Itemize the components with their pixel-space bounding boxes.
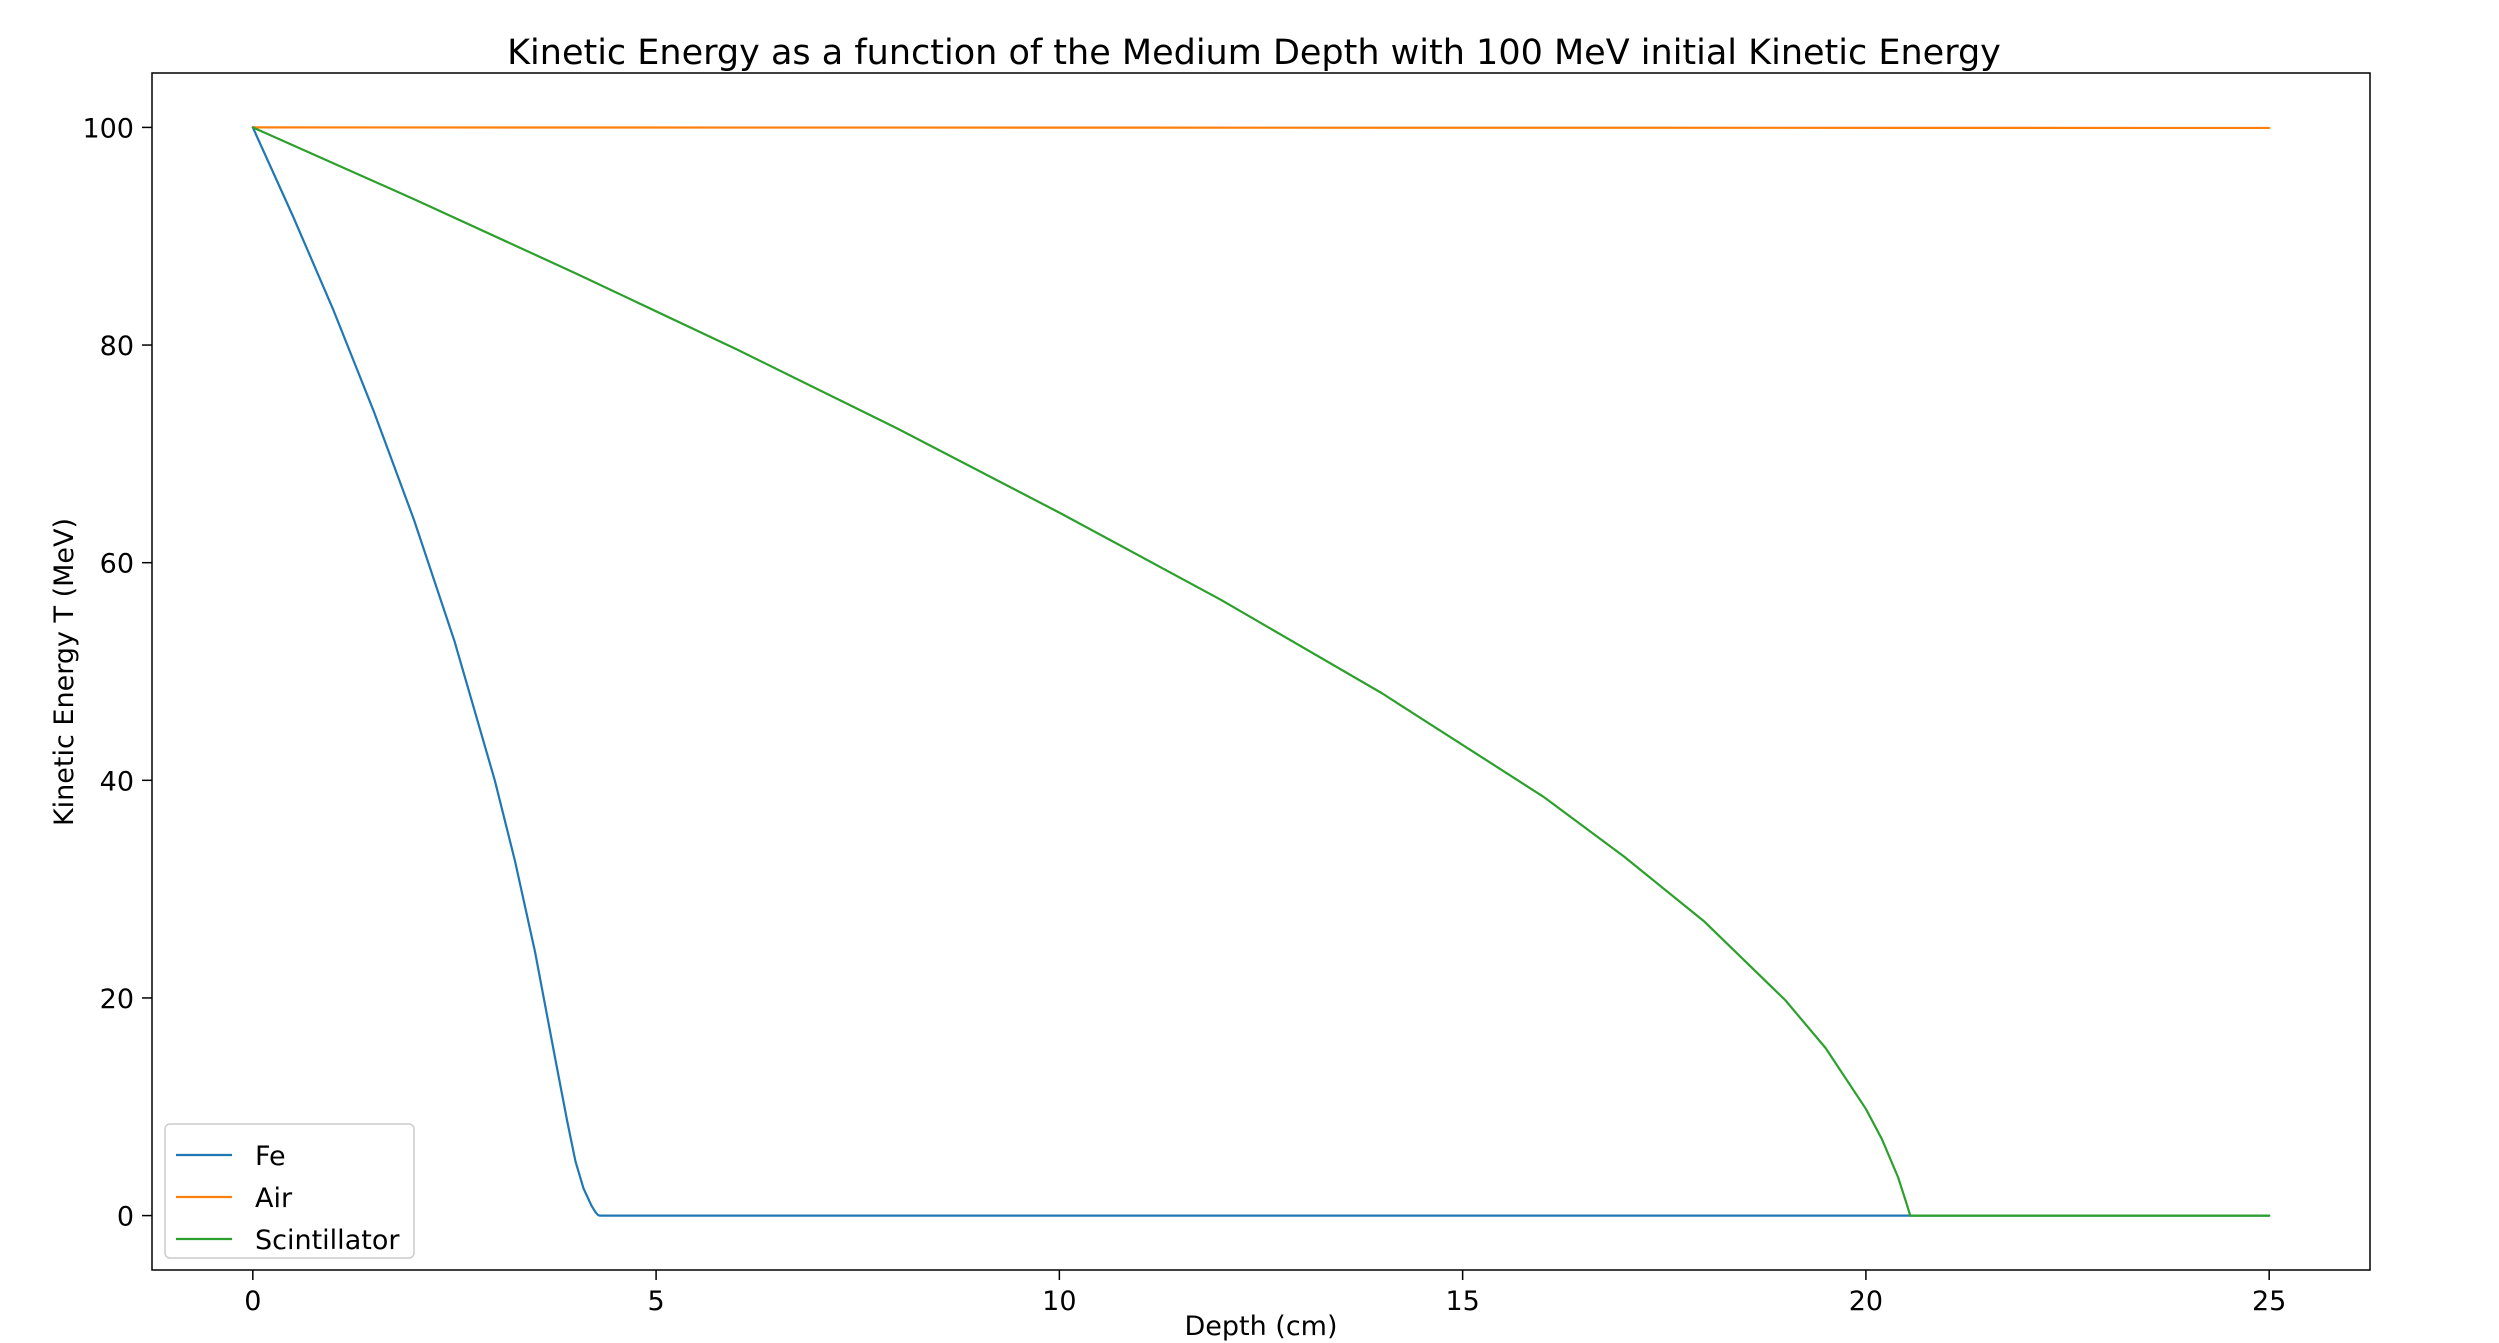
legend-label-scintillator: Scintillator xyxy=(255,1225,400,1256)
plot-frame xyxy=(151,72,2371,1271)
series-line-fe xyxy=(251,126,2271,1217)
legend: Fe Air Scintillator xyxy=(164,1123,415,1259)
x-axis: 0 5 10 15 20 25 xyxy=(244,1270,2286,1317)
y-tick-label: 20 xyxy=(100,984,134,1015)
y-tick-label: 40 xyxy=(100,766,134,797)
y-tick-label: 0 xyxy=(117,1202,134,1233)
x-tick-label: 10 xyxy=(1042,1286,1076,1317)
y-tick-label: 100 xyxy=(82,113,134,144)
series-line-scintillator xyxy=(251,126,2271,1217)
x-tick-label: 20 xyxy=(1849,1286,1883,1317)
x-tick-label: 0 xyxy=(244,1286,261,1317)
series-line-air xyxy=(251,126,2271,130)
legend-box xyxy=(164,1123,415,1259)
x-axis-label: Depth (cm) xyxy=(1184,1311,1337,1342)
legend-label-air: Air xyxy=(255,1183,293,1214)
x-tick-label: 15 xyxy=(1445,1286,1479,1317)
plot-lines xyxy=(251,126,2271,1217)
y-axis-label: Kinetic Energy T (MeV) xyxy=(49,518,80,826)
y-tick-label: 60 xyxy=(100,549,134,580)
chart-title: Kinetic Energy as a function of the Medi… xyxy=(507,33,2001,73)
x-tick-label: 5 xyxy=(647,1286,664,1317)
legend-label-fe: Fe xyxy=(255,1141,286,1172)
x-tick-label: 25 xyxy=(2252,1286,2286,1317)
y-tick-label: 80 xyxy=(100,331,134,362)
y-axis: 0 20 40 60 80 100 xyxy=(82,113,152,1233)
